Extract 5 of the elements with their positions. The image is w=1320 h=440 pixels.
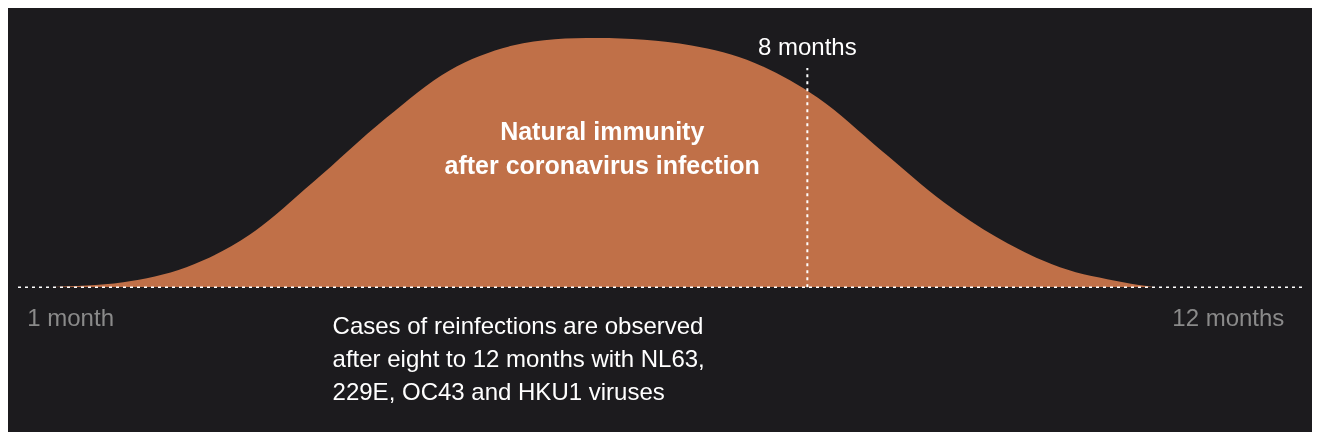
- x-tick-label: 1 month: [27, 304, 114, 332]
- text: Cases of reinfections are observed after eight to 12 months with NL63, 229E, OC43 and HKU1 viruses: [332, 311, 705, 405]
- annotation: Natural immunity after coronavirus infection: [444, 117, 760, 180]
- ref-line-label: 8 months: [757, 32, 857, 60]
- x-tick-label: 12 months: [1172, 304, 1285, 332]
